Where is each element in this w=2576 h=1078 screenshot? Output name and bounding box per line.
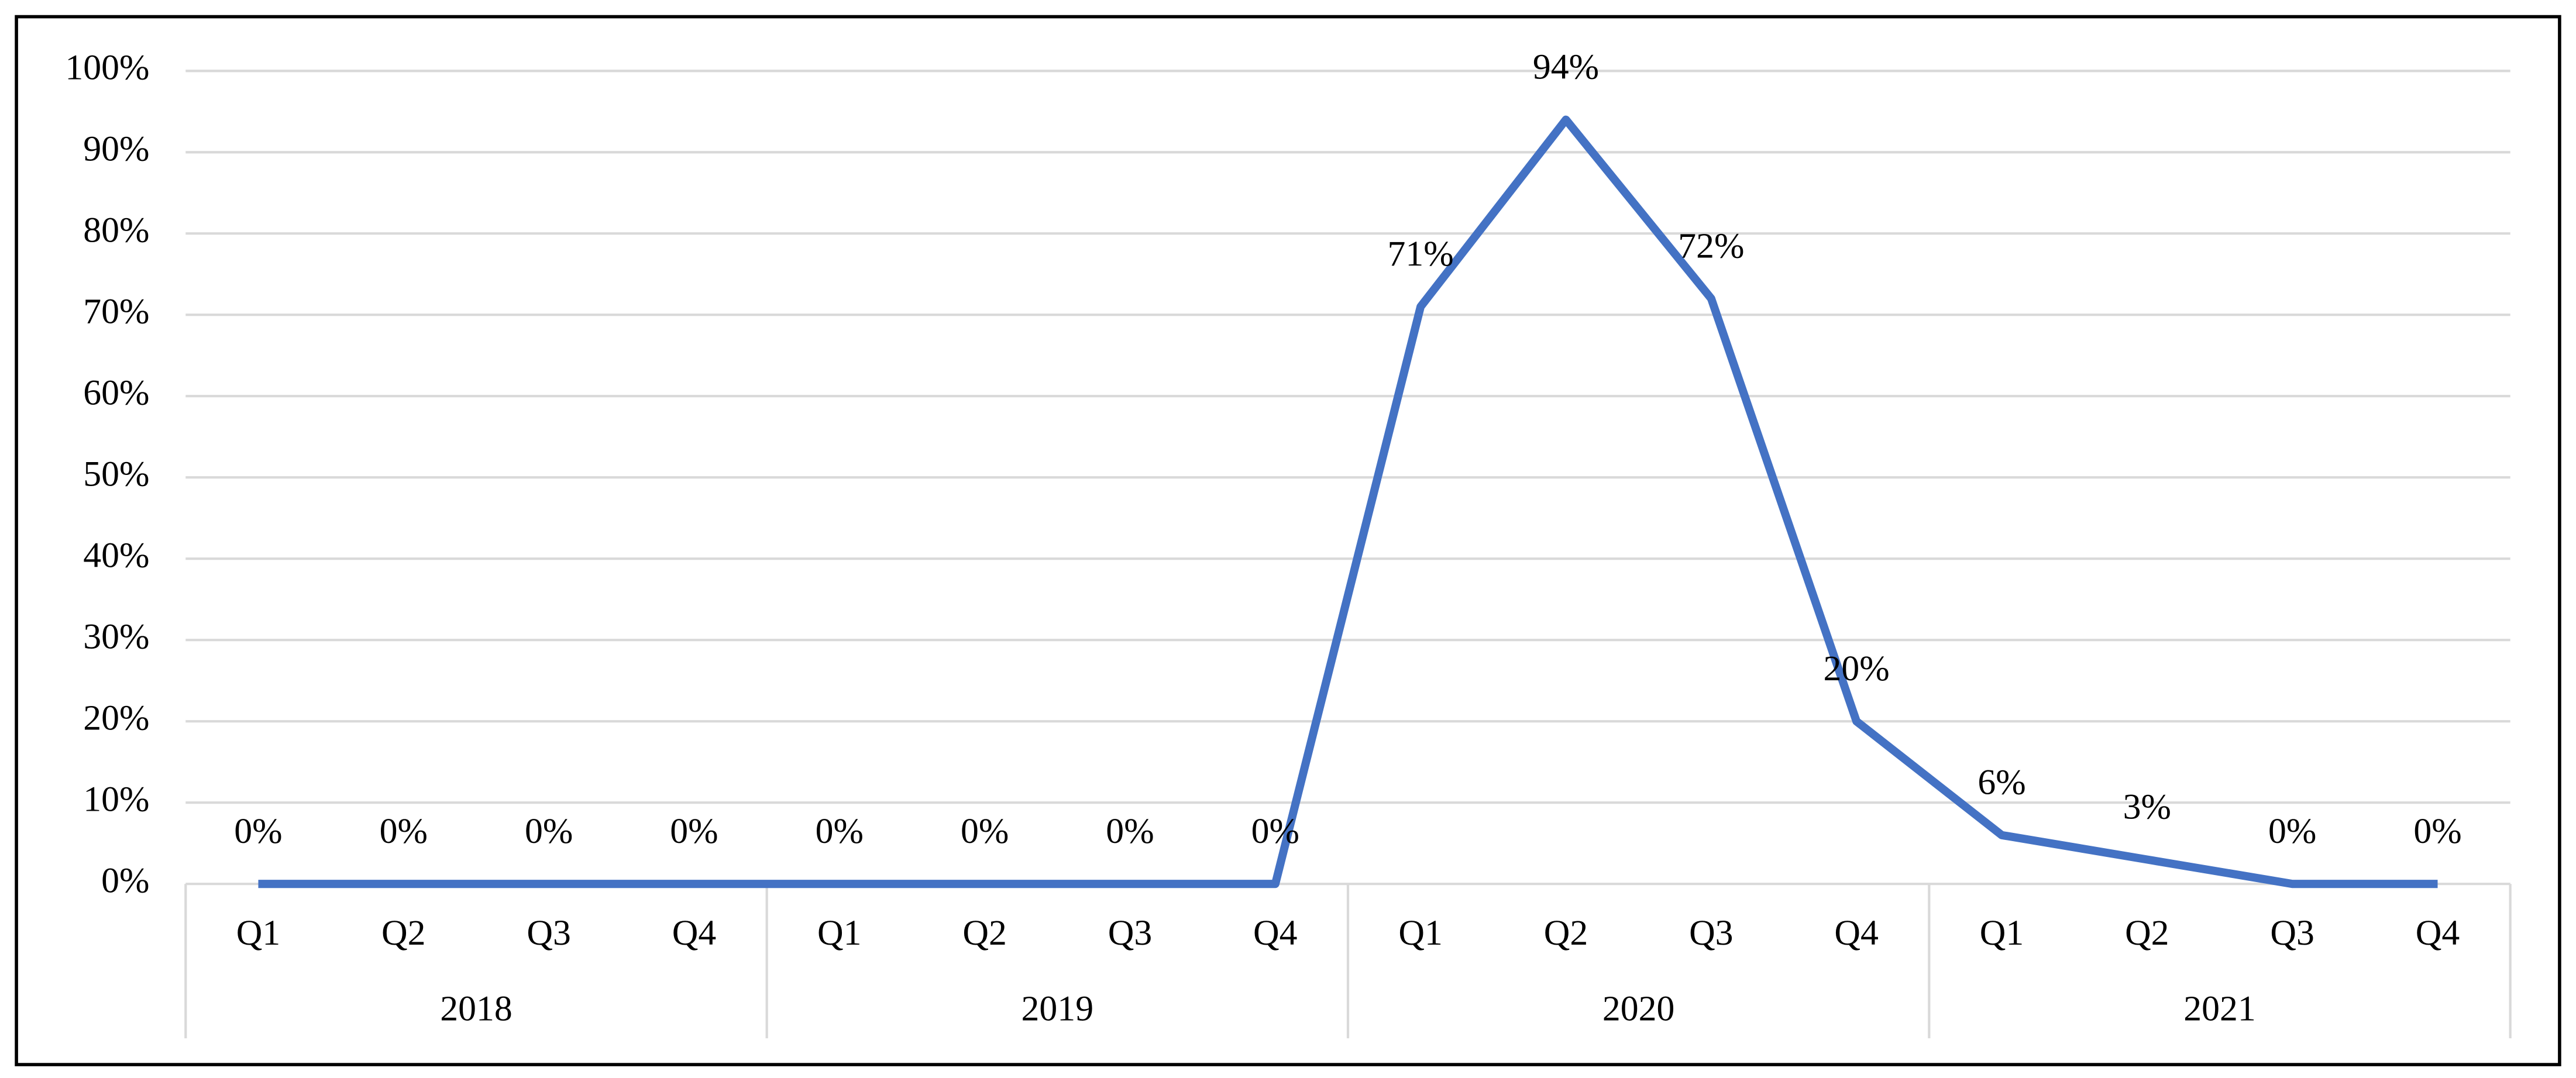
data-label: 0%: [525, 811, 573, 851]
x-tick-label: Q4: [1834, 913, 1879, 953]
x-tick-label: Q4: [672, 913, 717, 953]
group-label: 2020: [1602, 989, 1675, 1028]
data-label: 0%: [1251, 811, 1299, 851]
x-tick-label: Q3: [2270, 913, 2314, 953]
y-tick-label: 30%: [83, 617, 149, 656]
y-tick-label: 50%: [83, 454, 149, 494]
y-tick-label: 0%: [101, 860, 149, 900]
y-tick-label: 90%: [83, 129, 149, 168]
y-tick-label: 40%: [83, 535, 149, 575]
x-tick-label: Q3: [1689, 913, 1734, 953]
y-tick-label: 60%: [83, 373, 149, 412]
x-tick-label: Q1: [236, 913, 281, 953]
data-label: 0%: [961, 811, 1009, 851]
chart-border: [15, 15, 2561, 1066]
y-tick-label: 100%: [65, 47, 149, 87]
group-label: 2019: [1022, 989, 1094, 1028]
data-label: 72%: [1678, 226, 1744, 266]
y-tick-label: 10%: [83, 779, 149, 819]
group-label: 2018: [440, 989, 513, 1028]
x-tick-label: Q1: [1398, 913, 1443, 953]
data-label: 94%: [1533, 47, 1599, 87]
x-tick-label: Q4: [1253, 913, 1298, 953]
data-label: 71%: [1388, 234, 1454, 274]
x-tick-label: Q2: [1544, 913, 1588, 953]
y-tick-label: 70%: [83, 291, 149, 331]
data-label: 0%: [1106, 811, 1154, 851]
x-tick-label: Q2: [381, 913, 426, 953]
data-label: 0%: [670, 811, 718, 851]
data-label: 3%: [2123, 787, 2171, 826]
x-tick-label: Q3: [1108, 913, 1153, 953]
data-label: 0%: [816, 811, 864, 851]
data-label: 0%: [2268, 811, 2316, 851]
data-label: 6%: [1977, 763, 2025, 803]
data-label: 0%: [380, 811, 428, 851]
data-label: 0%: [234, 811, 282, 851]
group-label: 2021: [2183, 989, 2256, 1028]
x-tick-label: Q2: [962, 913, 1007, 953]
x-tick-label: Q2: [2125, 913, 2169, 953]
y-tick-label: 80%: [83, 210, 149, 250]
x-tick-label: Q4: [2416, 913, 2460, 953]
x-tick-label: Q3: [527, 913, 571, 953]
y-tick-label: 20%: [83, 698, 149, 738]
x-tick-label: Q1: [1980, 913, 2024, 953]
data-label: 20%: [1824, 649, 1890, 688]
data-label: 0%: [2413, 811, 2461, 851]
data-line: [258, 115, 2438, 888]
x-tick-label: Q1: [817, 913, 862, 953]
